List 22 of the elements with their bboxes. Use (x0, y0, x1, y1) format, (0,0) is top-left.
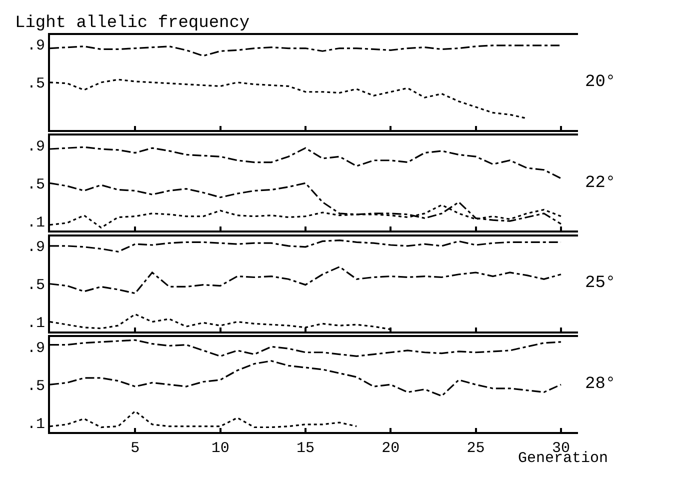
y-tick-label: .1 (26, 214, 45, 232)
text: 20° (585, 73, 616, 92)
y-tick-label: .1 (26, 416, 45, 433)
x-tick-label: 5 (130, 440, 140, 457)
y-tick-label: .9 (26, 239, 45, 256)
x-tick-label: 10 (211, 440, 230, 457)
y-tick-label: .9 (26, 38, 45, 55)
x-tick-label: 20 (382, 440, 400, 457)
text: 28° (585, 375, 616, 394)
text: 22° (585, 174, 616, 193)
y-tick-label: .9 (26, 138, 45, 156)
chart-title: Light allelic frequency (15, 14, 250, 33)
x-tick-label: 25 (466, 440, 485, 457)
y-tick-label: .9 (26, 340, 45, 357)
x-tick-label: 15 (296, 440, 314, 457)
x-axis-title: Generation (518, 450, 608, 467)
y-tick-label: .5 (26, 277, 45, 294)
y-tick-label: .5 (26, 378, 45, 395)
text: 25° (585, 274, 616, 293)
y-tick-label: .1 (26, 315, 45, 332)
y-tick-label: .5 (26, 76, 45, 93)
y-tick-label: .5 (26, 176, 45, 194)
